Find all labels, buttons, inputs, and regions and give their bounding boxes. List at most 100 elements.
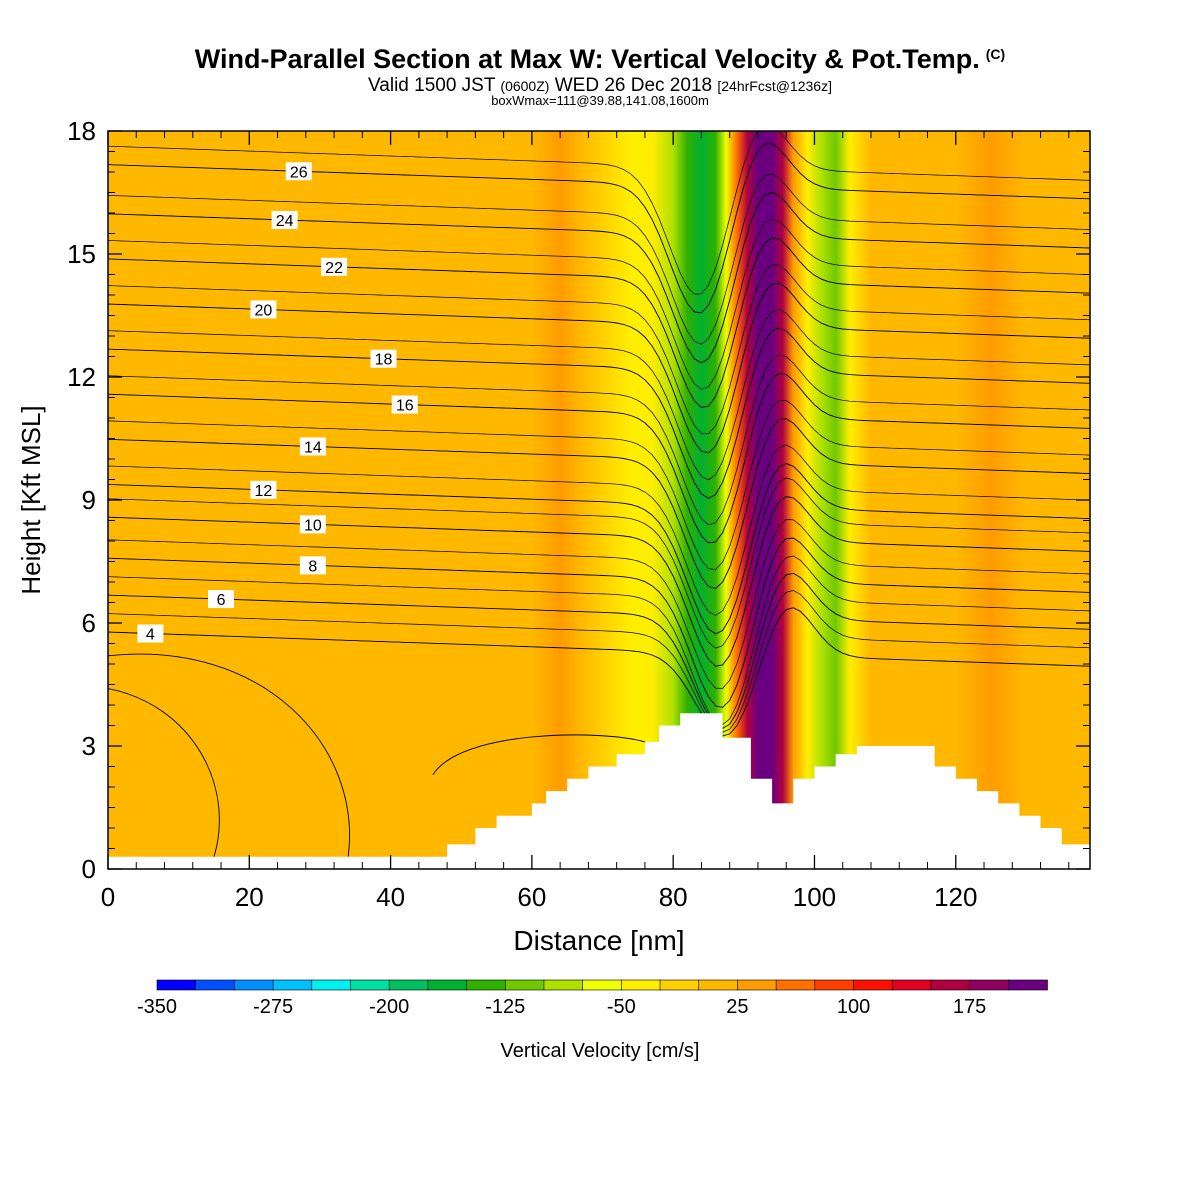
colorbar-swatch-9 <box>504 979 545 991</box>
isentrope-label-bg-14 <box>299 437 326 456</box>
colorbar-tick-label-100: 100 <box>837 996 870 1018</box>
colorbar-swatch-8 <box>466 979 507 991</box>
isentrope-22 <box>108 237 1090 408</box>
x-tick-label-40: 40 <box>376 882 405 912</box>
chart-box-info: boxWmax=111@39.88,141.08,1600m <box>491 93 709 108</box>
isentrope-8 <box>108 537 1090 708</box>
terrain <box>108 713 1090 869</box>
isentrope-label-16: 16 <box>396 398 414 415</box>
colorbar-swatch-2 <box>234 979 274 991</box>
colorbar-swatch-17 <box>814 979 855 991</box>
isentrope-minor-1 <box>108 555 1090 725</box>
colorbar-tick-label--275: -275 <box>253 996 293 1018</box>
colorbar-swatch-16 <box>775 979 816 991</box>
colorbar-swatch-11 <box>582 979 623 991</box>
subtitle-valid: Valid 1500 JST <box>368 75 496 96</box>
x-tick-label-0: 0 <box>101 882 115 912</box>
isentrope-minor-2 <box>108 519 1090 689</box>
isentrope-10 <box>108 496 1090 667</box>
x-tick-label-20: 20 <box>235 882 264 912</box>
colorbar-swatch-0 <box>156 979 197 991</box>
velocity-field <box>108 131 1090 869</box>
y-tick-label-15: 15 <box>67 239 96 269</box>
isentrope-label-bg-4 <box>137 624 164 643</box>
isentrope-label-bg-18 <box>370 349 397 368</box>
colorbar-label: Vertical Velocity [cm/s] <box>501 1040 700 1062</box>
y-tick-label-0: 0 <box>82 854 96 884</box>
subtitle-date: WED 26 Dec 2018 <box>554 75 713 96</box>
y-tick-label-9: 9 <box>82 485 96 515</box>
colorbar-tick-label--350: -350 <box>137 996 177 1018</box>
axes: 0 20 40 60 80 100 120 0 3 6 9 12 15 18 <box>67 116 1091 912</box>
isentrope-26 <box>108 143 1090 314</box>
isentrope-minor-9 <box>108 218 1090 390</box>
isentrope-label-bg-6 <box>208 590 235 609</box>
isentrope-label-14: 14 <box>304 439 322 456</box>
colorbar-swatch-18 <box>853 979 894 991</box>
colorbar-swatch-12 <box>621 979 661 991</box>
terrain-profile <box>108 713 1090 869</box>
y-axis-label: Height [Kft MSL] <box>16 405 46 594</box>
chart-subtitle: Valid 1500 JST (0600Z) WED 26 Dec 2018 [… <box>0 75 1200 97</box>
colorbar-tick-label--50: -50 <box>607 996 636 1018</box>
subtitle-forecast: [24hrFcst@1236z] <box>717 78 832 94</box>
isentrope-4 <box>108 607 1090 737</box>
low-contour-2 <box>108 653 350 857</box>
isentrope-label-6: 6 <box>217 592 226 609</box>
copyright-mark: (C) <box>985 46 1006 62</box>
isentrope-minor-7 <box>108 309 1090 481</box>
isentrope-minor-4 <box>108 444 1090 616</box>
colorbar-swatch-22 <box>1008 979 1048 991</box>
isentrope-labels: 4 6 8 10 12 14 16 18 20 22 24 26 <box>137 162 418 643</box>
isentrope-label-22: 22 <box>325 260 343 277</box>
isentrope-label-bg-16 <box>391 395 418 414</box>
colorbar: -350 -275 -200 -125 -50 25 100 175 <box>137 979 1048 1018</box>
isentrope-label-4: 4 <box>146 626 155 643</box>
colorbar-swatch-13 <box>659 979 700 991</box>
colorbar-tick-label--200: -200 <box>369 996 409 1018</box>
isentrope-label-20: 20 <box>255 302 273 319</box>
colorbar-swatch-1 <box>195 979 236 991</box>
colorbar-swatch-19 <box>891 979 932 991</box>
isentrope-minor-3 <box>108 477 1090 649</box>
low-contour-3 <box>432 734 646 775</box>
isentrope-label-bg-24 <box>271 210 298 229</box>
y-tick-label-12: 12 <box>67 362 96 392</box>
x-tick-label-60: 60 <box>517 882 546 912</box>
x-tick-label-100: 100 <box>793 882 836 912</box>
isentrope-label-bg-22 <box>321 257 348 276</box>
x-tick-label-120: 120 <box>934 882 977 912</box>
low-contour-1 <box>108 688 220 857</box>
chart-title: Wind-Parallel Section at Max W: Vertical… <box>0 44 1200 75</box>
colorbar-swatch-5 <box>350 979 390 991</box>
isentrope-label-24: 24 <box>276 213 294 230</box>
colorbar-swatch-21 <box>969 979 1010 991</box>
isentrope-18 <box>108 327 1090 499</box>
isentrope-minor-11 <box>108 131 1090 295</box>
isentrope-minor-6 <box>108 354 1090 526</box>
isentrope-14 <box>108 418 1090 590</box>
colorbar-swatch-15 <box>737 979 777 991</box>
colorbar-tick-label-25: 25 <box>726 996 748 1018</box>
colorbar-swatch-7 <box>427 979 468 991</box>
isentrope-minor-0 <box>108 590 1090 733</box>
subtitle-zulu: (0600Z) <box>500 78 550 94</box>
x-axis-label: Distance [nm] <box>513 925 684 956</box>
isentrope-minor-5 <box>108 400 1090 570</box>
isentrope-label-18: 18 <box>375 352 393 369</box>
isentrope-contours <box>108 131 1090 857</box>
isentrope-label-26: 26 <box>290 164 308 181</box>
field-background <box>108 131 1090 869</box>
colorbar-swatch-3 <box>272 979 313 991</box>
colorbar-swatch-10 <box>543 979 584 991</box>
title-text: Wind-Parallel Section at Max W: Vertical… <box>194 44 980 74</box>
y-tick-label-6: 6 <box>82 608 96 638</box>
y-tick-label-3: 3 <box>82 731 96 761</box>
colorbar-swatch-20 <box>930 979 971 991</box>
colorbar-tick-label-175: 175 <box>953 996 986 1018</box>
colorbar-swatch-14 <box>698 979 739 991</box>
y-tick-label-18: 18 <box>67 116 96 146</box>
x-tick-label-80: 80 <box>659 882 688 912</box>
isentrope-label-bg-10 <box>299 515 326 534</box>
